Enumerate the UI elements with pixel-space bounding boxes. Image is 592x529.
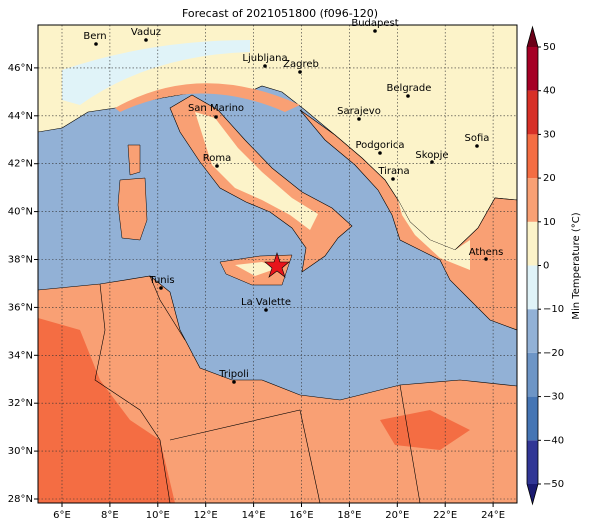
x-tick-label: 24°E — [481, 510, 505, 521]
y-tick-label: 40°N — [8, 207, 33, 218]
city: La Valette — [241, 297, 291, 312]
x-tick-label: 6°E — [53, 510, 71, 521]
city: Belgrade — [387, 83, 432, 98]
colorbar-band — [527, 134, 538, 179]
colorbar-band — [527, 47, 538, 91]
x-tick-label: 16°E — [289, 510, 313, 521]
city: San Marino — [188, 103, 244, 119]
city-label: Roma — [203, 153, 232, 164]
colorbar-band — [527, 396, 538, 441]
x-tick-label: 10°E — [146, 510, 170, 521]
colorbar-tick-label: −20 — [543, 348, 564, 359]
city-label: Tripoli — [218, 369, 249, 380]
city: Tripoli — [218, 369, 249, 384]
corsica — [127, 144, 141, 176]
city: Bern — [83, 31, 107, 46]
x-tick-label: 22°E — [433, 510, 457, 521]
y-tick-label: 44°N — [8, 111, 33, 122]
city: Tirana — [377, 166, 410, 181]
y-tick-label: 30°N — [8, 446, 33, 457]
city-label: Podgorica — [355, 140, 404, 151]
africa-hot-east — [380, 410, 470, 450]
city-label: Budapest — [351, 18, 398, 29]
city-label: La Valette — [241, 297, 291, 308]
greece-inner — [398, 200, 470, 270]
y-tick-label: 36°N — [8, 302, 33, 313]
city: Skopje — [415, 150, 449, 164]
cities: Bern Vaduz Budapest Ljubljana Zagreb Bel… — [83, 18, 503, 384]
x-tick-label: 12°E — [194, 510, 218, 521]
colorbar-tick-label: −10 — [543, 304, 564, 315]
colorbar-label: Min Temperature (°C) — [571, 212, 582, 319]
x-tick-label: 20°E — [385, 510, 409, 521]
city-label: Skopje — [415, 150, 448, 161]
city: Tunis — [148, 275, 175, 290]
city-label: Ljubljana — [242, 53, 287, 64]
location-star — [264, 252, 290, 278]
coast-warm — [115, 83, 300, 112]
title: Forecast of 2021051800 (f096-120) — [182, 7, 378, 20]
colorbar-band — [527, 265, 538, 310]
colorbar-tick-label: −40 — [543, 435, 564, 446]
city: Podgorica — [355, 140, 405, 155]
graticule — [38, 25, 517, 503]
city: Sofia — [465, 133, 490, 148]
sicily-inner — [235, 262, 278, 276]
italy-inner — [195, 112, 318, 230]
x-tick-label: 8°E — [101, 510, 119, 521]
city: Budapest — [351, 18, 399, 33]
y-tick-label: 46°N — [8, 63, 33, 74]
frame — [37, 24, 518, 504]
colorbar-band — [527, 440, 538, 484]
colorbar-over — [527, 27, 538, 47]
colorbar-tick-label: −30 — [543, 392, 564, 403]
borders — [94, 275, 421, 503]
city: Zagreb — [283, 59, 319, 74]
x-tick-label: 14°E — [242, 510, 266, 521]
colorbar-tick-label: 50 — [543, 42, 556, 53]
city-label: Sarajevo — [337, 106, 381, 117]
y-tick-label: 38°N — [8, 255, 33, 266]
colorbar-band — [527, 221, 538, 266]
colorbar-tick-label: 40 — [543, 86, 556, 97]
city-label: Tirana — [377, 166, 409, 177]
y-tick-label: 32°N — [8, 398, 33, 409]
y-tick-label: 28°N — [8, 494, 33, 505]
colorbar-tick-label: 30 — [543, 129, 556, 140]
y-tick-label: 34°N — [8, 350, 33, 361]
colorbar: −50 −40 −30 −20 −10 0 10 20 30 40 50 — [526, 25, 564, 506]
city-label: Belgrade — [387, 83, 432, 94]
city: Athens — [469, 247, 504, 261]
colorbar-tick-label: 10 — [543, 217, 556, 228]
colorbar-under — [527, 484, 538, 504]
city-label: Athens — [469, 247, 504, 258]
city-label: Bern — [83, 31, 106, 42]
africa-hot — [38, 318, 175, 503]
alps-cold — [62, 40, 250, 105]
axes: 6°E 8°E 10°E 12°E 14°E 16°E 18°E 20°E 22°E 24°E 28… — [8, 63, 505, 521]
colorbar-band — [527, 352, 538, 397]
city-label: Sofia — [465, 133, 490, 144]
x-tick-label: 18°E — [337, 510, 361, 521]
colorbar-tick-label: −50 — [543, 479, 564, 490]
city-label: Vaduz — [131, 27, 161, 38]
city: Sarajevo — [337, 106, 381, 121]
colorbar-band — [527, 309, 538, 353]
colorbar-band — [527, 90, 538, 135]
colorbar-tick-label: 20 — [543, 173, 556, 184]
city-label: Tunis — [148, 275, 174, 286]
city: Roma — [203, 153, 232, 168]
city: Vaduz — [131, 27, 161, 42]
colorbar-tick-label: 0 — [543, 261, 549, 272]
city-label: Zagreb — [283, 59, 319, 70]
colorbar-band — [527, 178, 538, 222]
y-tick-label: 42°N — [8, 159, 33, 170]
city: Ljubljana — [242, 53, 288, 68]
sardinia — [117, 177, 148, 241]
city-label: San Marino — [188, 103, 244, 114]
map-area — [38, 25, 517, 503]
